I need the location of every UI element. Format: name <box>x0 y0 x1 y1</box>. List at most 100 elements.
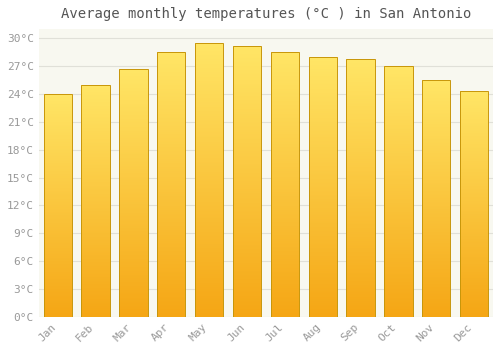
Bar <box>422 173 450 174</box>
Bar <box>422 184 450 186</box>
Bar <box>82 267 110 268</box>
Bar <box>157 243 186 244</box>
Bar <box>346 269 375 270</box>
Bar <box>44 195 72 196</box>
Bar <box>346 309 375 310</box>
Bar <box>270 261 299 262</box>
Bar <box>233 51 261 52</box>
Bar <box>270 233 299 235</box>
Bar <box>270 104 299 105</box>
Bar <box>119 306 148 307</box>
Bar <box>119 92 148 94</box>
Bar <box>270 74 299 75</box>
Bar <box>460 309 488 310</box>
Bar <box>82 226 110 228</box>
Bar <box>270 267 299 268</box>
Bar <box>44 184 72 186</box>
Bar <box>233 135 261 136</box>
Bar <box>82 104 110 106</box>
Bar <box>157 248 186 249</box>
Bar <box>82 257 110 258</box>
Bar <box>422 281 450 282</box>
Bar <box>157 290 186 292</box>
Bar <box>233 118 261 119</box>
Bar <box>308 88 337 89</box>
Bar <box>270 211 299 212</box>
Bar <box>308 280 337 282</box>
Bar <box>157 133 186 134</box>
Bar <box>308 260 337 261</box>
Bar <box>422 267 450 268</box>
Bar <box>119 264 148 265</box>
Bar <box>308 295 337 296</box>
Bar <box>233 270 261 271</box>
Bar <box>308 113 337 114</box>
Bar <box>119 86 148 88</box>
Bar <box>82 128 110 129</box>
Bar <box>346 179 375 180</box>
Bar <box>422 150 450 151</box>
Bar <box>422 264 450 265</box>
Bar <box>422 301 450 303</box>
Bar <box>308 150 337 152</box>
Bar <box>157 212 186 214</box>
Bar <box>346 217 375 219</box>
Bar <box>460 114 488 115</box>
Bar <box>233 195 261 196</box>
Bar <box>233 304 261 306</box>
Bar <box>384 200 412 202</box>
Bar <box>308 288 337 289</box>
Bar <box>308 76 337 78</box>
Bar <box>422 199 450 201</box>
Bar <box>270 247 299 248</box>
Bar <box>82 203 110 204</box>
Bar <box>460 132 488 133</box>
Bar <box>233 142 261 144</box>
Bar <box>422 268 450 270</box>
Bar <box>82 184 110 186</box>
Bar <box>233 230 261 231</box>
Bar <box>460 140 488 141</box>
Bar <box>82 238 110 239</box>
Bar <box>44 296 72 297</box>
Bar <box>44 306 72 307</box>
Bar <box>346 96 375 97</box>
Bar <box>308 262 337 264</box>
Bar <box>346 238 375 239</box>
Bar <box>422 176 450 177</box>
Bar <box>44 107 72 108</box>
Bar <box>384 297 412 298</box>
Bar <box>422 186 450 187</box>
Bar <box>119 272 148 273</box>
Bar <box>308 269 337 270</box>
Bar <box>346 59 375 60</box>
Bar <box>308 192 337 193</box>
Bar <box>422 94 450 96</box>
Bar <box>157 219 186 220</box>
Bar <box>346 82 375 83</box>
Bar <box>82 162 110 164</box>
Bar <box>195 192 224 194</box>
Bar <box>44 230 72 231</box>
Bar <box>384 140 412 141</box>
Bar <box>195 57 224 58</box>
Bar <box>308 58 337 60</box>
Bar <box>346 177 375 179</box>
Bar <box>119 94 148 95</box>
Bar <box>195 292 224 294</box>
Bar <box>270 169 299 170</box>
Bar <box>384 264 412 265</box>
Bar <box>233 278 261 279</box>
Bar <box>157 113 186 114</box>
Bar <box>422 187 450 188</box>
Bar <box>460 308 488 309</box>
Bar <box>233 312 261 313</box>
Bar <box>270 184 299 186</box>
Bar <box>233 299 261 301</box>
Bar <box>157 228 186 230</box>
Bar <box>270 71 299 72</box>
Bar <box>195 204 224 206</box>
Bar <box>233 254 261 256</box>
Bar <box>195 206 224 207</box>
Bar <box>422 297 450 298</box>
